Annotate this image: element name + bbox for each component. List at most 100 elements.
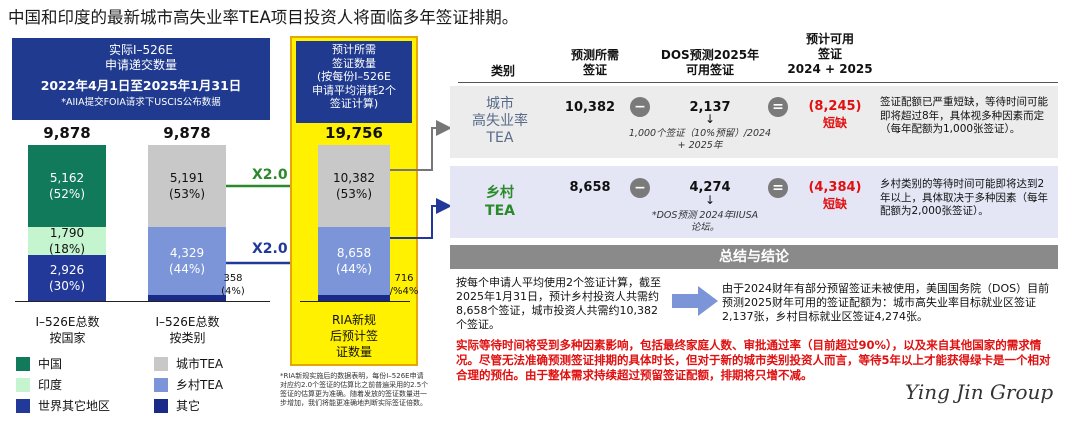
summary-left: 按每个申请人平均使用2个签证计算，截至2025年1月31日，预计乡村投资人共需约… [456, 276, 661, 331]
bar3-other-pct: /%4% [389, 286, 419, 297]
row-rural-dos-note: *DOS预测 2024年IIUSA论坛。 [651, 210, 759, 233]
segment-pct-label: (18%) [48, 241, 86, 256]
segment-pct-label: (44%) [168, 262, 206, 277]
row-rural-category: 乡村 TEA [455, 184, 545, 220]
col-dos-1: DOS预测2025年 [660, 48, 760, 62]
projected-h5: 签证计算) [329, 97, 379, 110]
header-line1: 实际I–526E [108, 43, 174, 57]
bar-by-country: 5,162 (52%) 1,790 (18%) 2,926 (30%) [28, 145, 106, 301]
summary-title-bar: 总结与结论 [450, 245, 1058, 269]
segment-value-label: 5,191 [169, 170, 205, 185]
projected-bottom2: 后预计签 [329, 329, 378, 343]
legend-india-swatch [16, 377, 30, 392]
row-rural-needed: 8,658 [569, 180, 611, 195]
segment-value-label: 5,162 [49, 170, 85, 185]
footnote: *RIA新规实施后的数据表明，每份I–526E申请对应约2.0个签证的估算比之前… [280, 372, 429, 407]
row-urban-minus-icon: − [630, 97, 650, 117]
submissions-header: 实际I–526E 申请递交数量 2022年4月1日至2025年1月31日 *AI… [12, 38, 270, 120]
header-line2: 申请递交数量 [104, 58, 177, 72]
connector-rural [390, 198, 452, 239]
header-note: *AIIA提交FOIA请求下USCIS公布数据 [61, 97, 221, 108]
connector-urban [390, 120, 452, 171]
bar-segment-城市TEA: 10,382 (53%) [318, 145, 390, 227]
bar-segment-印度: 1,790 (18%) [28, 226, 106, 256]
multiplier-bottom: X2.0 [252, 241, 288, 257]
segment-pct-label: (44%) [335, 262, 373, 277]
legend-rural-label: 乡村TEA [176, 378, 224, 392]
bar-segment-乡村TEA: 4,329 (44%) [148, 226, 226, 296]
segment-pct-label: (53%) [335, 186, 373, 201]
bar-segment-世界其它地区: 2,926 (30%) [28, 254, 106, 301]
row-urban-dos-note: 1,000个签证（10%预留）/2024 + 2025年 [628, 128, 772, 151]
row-urban-dos: 2,137 [689, 100, 731, 115]
bar1-total: 9,878 [43, 124, 91, 142]
row-urban-category: 城市 高失业率 TEA [455, 96, 545, 147]
summary-arrow-icon [672, 286, 718, 316]
legend-urban-label: 城市TEA [176, 357, 224, 371]
bar-segment-乡村TEA: 8,658 (44%) [318, 226, 390, 296]
bar3-other-label: 716 /%4% [388, 272, 420, 298]
row-rural-cat2: TEA [485, 203, 515, 219]
row-rural-minus-icon: − [630, 178, 650, 198]
col-needed-2: 签证 [582, 63, 607, 77]
projected-h1: 预计所需 [332, 43, 376, 56]
page-title: 中国和印度的最新城市高失业率TEA项目投资人将面临多年签证排期。 [8, 8, 519, 27]
row-urban-cat3: TEA [486, 130, 514, 146]
logo: Ying Jin Group [905, 380, 1054, 404]
col-avail-2: 签证 [817, 47, 842, 61]
legend-china: 中国 [16, 355, 62, 372]
col-dos-2: 可用签证 [685, 63, 734, 77]
row-rural-short: 短缺 [822, 197, 847, 211]
header-date: 2022年4月1日至2025年1月31日 [40, 78, 242, 93]
row-urban-dos-arrow: ↓ [705, 112, 716, 126]
segment-pct-label: (53%) [168, 186, 206, 201]
col-needed: 预测所需 签证 [550, 48, 640, 78]
segment-value-label: 10,382 [333, 170, 375, 185]
bar3-baseline [300, 301, 410, 302]
bar1-label: I–526E总数 按国家 [20, 314, 115, 346]
row-urban-comment: 签证配额已严重短缺，等待时间可能即将超过8年，具体视多种因素而定（每年配额为1,… [880, 96, 1048, 135]
legend-india: 印度 [16, 376, 62, 393]
segment-pct-label: (30%) [48, 278, 86, 293]
row-rural-avail: (4,384) 短缺 [800, 179, 870, 213]
bar2-other-value: 358 [223, 273, 243, 284]
table-header-rule [458, 82, 1058, 83]
legend-row-swatch [16, 398, 30, 413]
col-avail: 预计可用 签证 2024 + 2025 [780, 32, 880, 77]
legend-china-label: 中国 [38, 357, 63, 371]
segment-value-label: 8,658 [336, 246, 372, 261]
bar2-other-pct: (4%) [221, 286, 245, 297]
legend-row: 世界其它地区 [16, 397, 110, 414]
segment-value-label: 4,329 [169, 246, 205, 261]
summary-title: 总结与结论 [719, 249, 789, 265]
bar2-label-line1: I–526E总数 [155, 315, 220, 329]
bar-segment-中国: 5,162 (52%) [28, 145, 106, 227]
legend-other-swatch [154, 398, 168, 413]
bar2-other-label: 358 (4%) [218, 272, 248, 298]
row-rural-comment: 乡村类别的等待时间可能即将达到2年以上，具体取决于多种因素（每年配额为2,000… [880, 178, 1048, 217]
legend-rural-swatch [154, 377, 168, 392]
bar2-total: 9,878 [163, 124, 211, 142]
row-urban-needed: 10,382 [564, 100, 616, 115]
summary-right: 由于2024财年有部分预留签证未被使用，美国国务院（DOS）目前预测2025财年… [722, 282, 1050, 323]
row-urban-cat1: 城市 [486, 96, 514, 112]
bar3-other-value: 716 [394, 273, 414, 284]
row-rural-dos: 4,274 [689, 180, 731, 195]
legend-rural: 乡村TEA [154, 376, 223, 393]
row-urban [450, 86, 1058, 158]
bar1-label-line1: I–526E总数 [35, 315, 100, 329]
baseline [15, 301, 270, 302]
row-rural-cat1: 乡村 [486, 185, 514, 201]
bar2-label-line2: 按类别 [169, 331, 206, 345]
projected-header: 预计所需 签证数量 (按每份I–526E 申请平均消耗2个 签证计算) [296, 41, 412, 123]
bar-segment-其它 [318, 295, 390, 301]
row-urban-avail: (8,245) 短缺 [800, 98, 870, 132]
projected-h4: 申请平均消耗2个 [312, 83, 396, 97]
row-urban-short: 短缺 [822, 116, 847, 130]
legend-other-label: 其它 [176, 399, 201, 413]
segment-pct-label: (52%) [48, 186, 86, 201]
row-urban-cat2: 高失业率 [472, 113, 528, 129]
legend-urban-swatch [154, 356, 168, 371]
connector-arrows [390, 120, 452, 239]
row-rural-avail-value: (4,384) [808, 180, 862, 195]
